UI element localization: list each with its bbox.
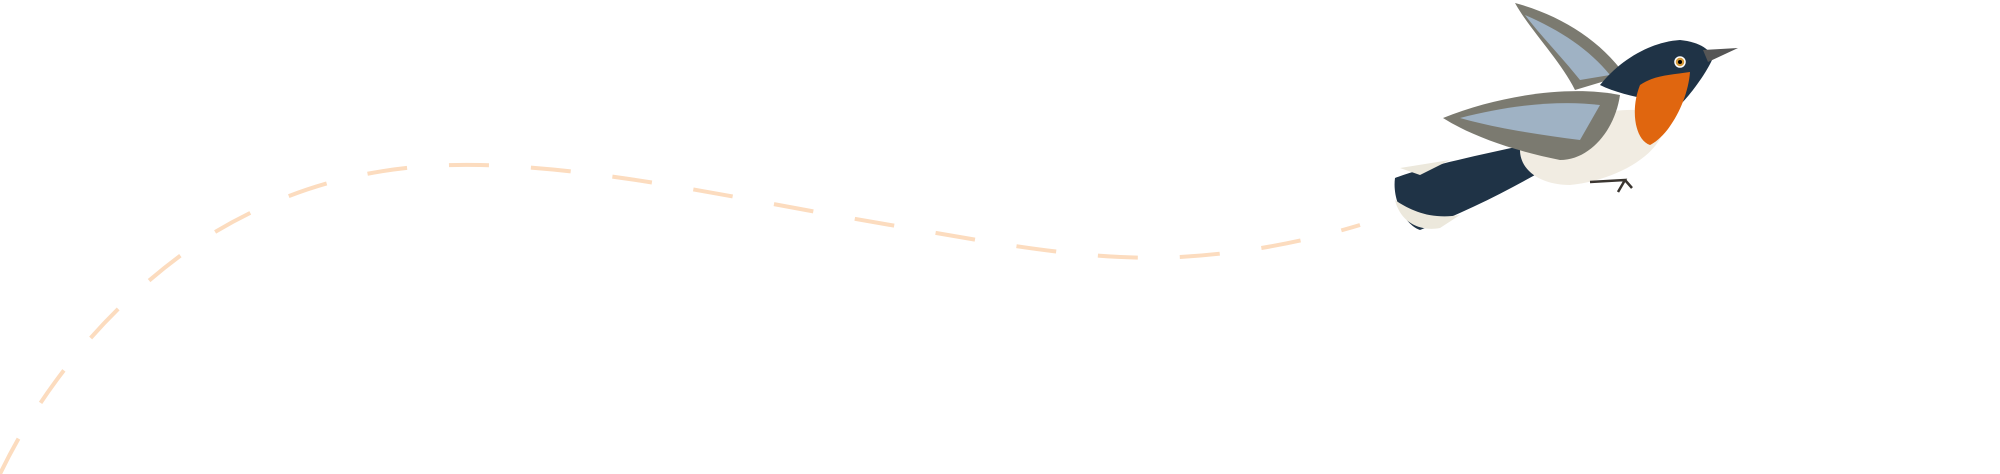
bird-icon xyxy=(1394,3,1738,230)
dashed-flight-path xyxy=(0,162,1361,474)
